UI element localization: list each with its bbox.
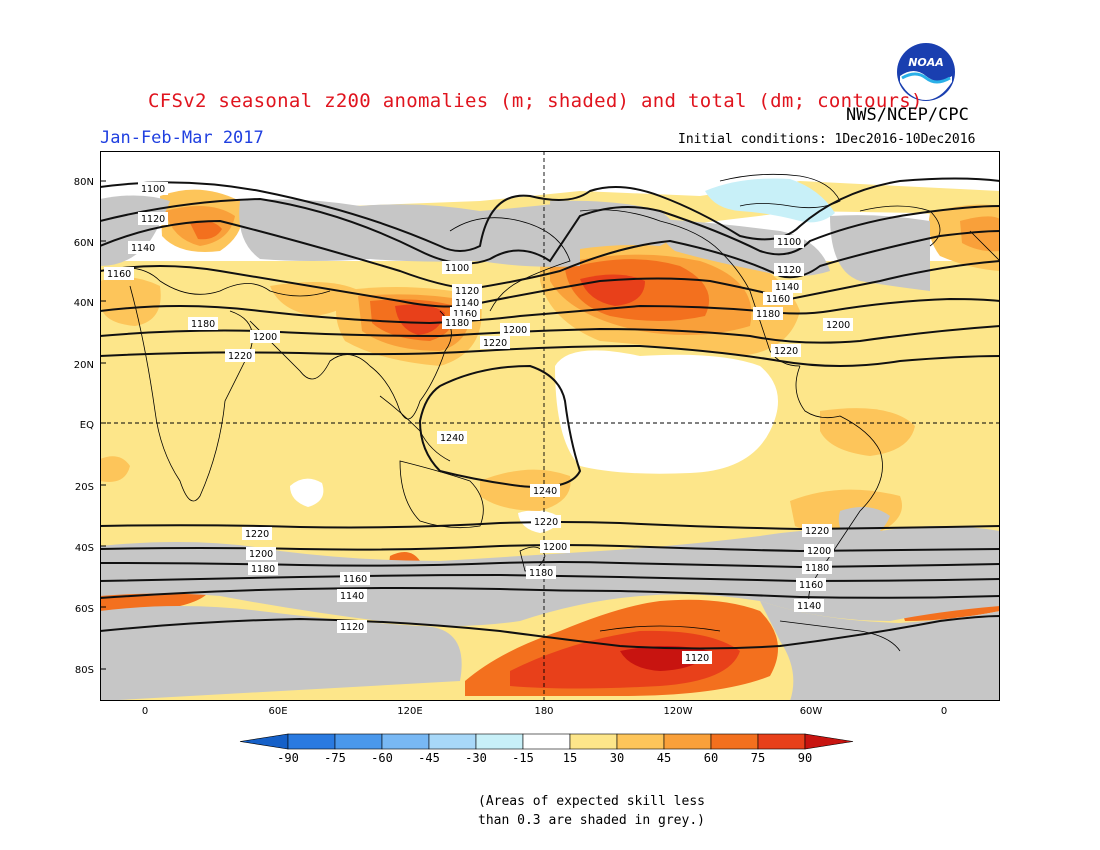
- colorbar-tick-label: 90: [798, 751, 812, 765]
- skill-note-line-1: (Areas of expected skill less: [478, 794, 705, 809]
- colorbar-tick-label: -30: [465, 751, 487, 765]
- colorbar-swatch: [757, 733, 806, 750]
- negative-anomaly-canada: [705, 178, 835, 223]
- lon-label-60e: 60E: [268, 706, 287, 717]
- colorbar-swatch: [710, 733, 759, 750]
- lat-label-60n: 60N: [74, 238, 94, 249]
- lat-label-80s: 80S: [75, 665, 94, 676]
- lat-label-20n: 20N: [74, 360, 94, 371]
- initial-conditions-label: Initial conditions: 1Dec2016-10Dec2016: [678, 132, 976, 147]
- skill-note-line-2: than 0.3 are shaded in grey.): [478, 813, 705, 828]
- colorbar-swatch: [663, 733, 712, 750]
- season-label: Jan-Feb-Mar 2017: [100, 128, 264, 148]
- lon-label-0-west: 0: [142, 706, 148, 717]
- noaa-logo: NOAA: [896, 42, 956, 102]
- map-svg: [100, 151, 1000, 701]
- colorbar-tick-label: -15: [512, 751, 534, 765]
- lon-label-60w: 60W: [800, 706, 823, 717]
- lon-label-180: 180: [534, 706, 553, 717]
- skill-note: (Areas of expected skill less than 0.3 a…: [478, 792, 705, 830]
- colorbar-swatch: [569, 733, 618, 750]
- latitude-labels: 80N 60N 40N 20N EQ 20S 40S 60S 80S: [74, 177, 94, 676]
- colorbar-arrow-min: [239, 733, 289, 750]
- colorbar-swatch: [616, 733, 665, 750]
- colorbar-arrow-max: [804, 733, 854, 750]
- colorbar-tick-label: 60: [704, 751, 718, 765]
- lat-label-40n: 40N: [74, 298, 94, 309]
- colorbar-tick-label: 30: [610, 751, 624, 765]
- figure-title: CFSv2 seasonal z200 anomalies (m; shaded…: [148, 90, 923, 112]
- noaa-logo-text: NOAA: [908, 56, 944, 69]
- colorbar-swatch: [287, 733, 336, 750]
- colorbar-tick-label: -75: [324, 751, 346, 765]
- lon-label-0-east: 0: [941, 706, 947, 717]
- white-arctic-region: [100, 151, 1000, 213]
- agency-label: NWS/NCEP/CPC: [846, 105, 969, 125]
- colorbar-tick-label: -60: [371, 751, 393, 765]
- lat-label-eq: EQ: [80, 420, 94, 431]
- colorbar-tick-label: 45: [657, 751, 671, 765]
- lat-label-80n: 80N: [74, 177, 94, 188]
- colorbar-swatch: [428, 733, 477, 750]
- white-tropical-pacific: [555, 350, 778, 474]
- longitude-labels: 0 60E 120E 180 120W 60W 0: [142, 706, 947, 717]
- lat-label-60s: 60S: [75, 604, 94, 615]
- colorbar-swatch: [475, 733, 524, 750]
- colorbar-tick-label: -90: [277, 751, 299, 765]
- lon-label-120w: 120W: [664, 706, 693, 717]
- colorbar-swatch: [334, 733, 383, 750]
- lat-label-20s: 20S: [75, 482, 94, 493]
- colorbar-tick-label: 15: [563, 751, 577, 765]
- low-skill-grey-areas: [100, 195, 1000, 701]
- colorbar-tick-label: 75: [751, 751, 765, 765]
- colorbar-tick-label: -45: [418, 751, 440, 765]
- colorbar-legend: -90 -75 -60 -45 -30 -15 15 30 45 60 75 90: [239, 733, 854, 765]
- lon-label-120e: 120E: [397, 706, 422, 717]
- lat-label-40s: 40S: [75, 543, 94, 554]
- anomaly-map: [100, 151, 1000, 701]
- colorbar-swatch: [522, 733, 571, 750]
- colorbar-swatch: [381, 733, 430, 750]
